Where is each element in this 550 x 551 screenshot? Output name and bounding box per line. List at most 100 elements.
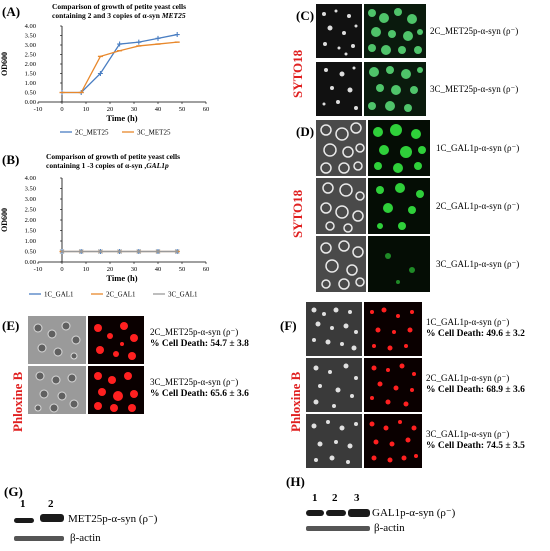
chart-a-xlabel: Time (h)	[106, 113, 137, 123]
panel-f-label: (F)	[280, 318, 297, 333]
syto18-c-row1-bw	[316, 4, 362, 58]
growth-chart-met25: 0.00 0.50 1.00 1.50 2.00 2.50 3.00 3.50 4.00 -10 0…	[0, 23, 209, 136]
panel-e-death-1: % Cell Death: 54.7 ± 3.8	[150, 339, 249, 349]
chart-a-legend-label-1: 3C_MET25	[137, 128, 171, 136]
syto18-d-row3-green	[368, 236, 430, 292]
panel-e-text-row2: 3C_MET25p-α-syn (ρ⁻) % Cell Death: 65.6 …	[150, 376, 249, 400]
chart-b-title: Comparison of growth of petite yeast cel…	[46, 152, 246, 170]
blot-h-lane-2: 2	[332, 492, 338, 504]
syto18-d-row1-bf	[316, 120, 366, 176]
chart-a-title-gene: MET25	[161, 11, 186, 20]
chart-a-ytick-label: 1.50	[25, 71, 36, 78]
phloxine-f-row3-red	[364, 414, 422, 468]
blot-h-actin-label: β-actin	[374, 522, 405, 534]
panel-e-strain-2: 3C_MET25p-α-syn (ρ⁻)	[150, 377, 239, 387]
blot-h-band-3	[348, 509, 370, 517]
panel-f-death-2: % Cell Death: 68.9 ± 3.6	[426, 385, 525, 395]
chart-a-xtick-label: 50	[179, 106, 186, 113]
chart-b-xtick-label: 40	[155, 266, 162, 273]
blot-g-band-2	[40, 514, 64, 522]
blot-h-band-2	[326, 510, 346, 516]
blot-g-actin-label: β-actin	[70, 532, 101, 544]
chart-b-ytick-label: 1.50	[25, 228, 36, 235]
panel-e-strain-1: 2C_MET25p-α-syn (ρ⁻)	[150, 327, 239, 337]
syto18-c-row1-green	[364, 4, 426, 58]
chart-a-title: Comparison of growth of petite yeast cel…	[52, 2, 252, 20]
phloxine-e-row1-red	[88, 316, 144, 364]
panel-f-strain-1: 1C_GAL1p-α-syn (ρ⁻)	[426, 317, 510, 327]
chart-b-xtick-label: -10	[34, 266, 43, 273]
panel-c-stain-label: SYTO18	[290, 49, 305, 98]
panel-c-caption-2: 3C_MET25p-α-syn (ρ⁻)	[430, 84, 519, 94]
chart-b-ytick-label: 1.00	[25, 238, 36, 245]
blot-g-target-label: MET25p-α-syn (ρ⁻)	[68, 513, 158, 525]
chart-b-ytick-label: 3.00	[25, 196, 36, 203]
chart-b-ytick-label: 4.00	[25, 175, 36, 182]
phloxine-e-row2-bf	[28, 366, 86, 414]
blot-g-band-1	[14, 518, 34, 523]
panel-b-label: (B)	[2, 152, 20, 167]
blot-g-lane-1: 1	[20, 498, 26, 510]
blot-g-lane-2: 2	[48, 498, 54, 510]
chart-a-ytick-label: 0.50	[25, 90, 36, 97]
chart-a-series-0-point	[174, 32, 180, 38]
chart-b-ytick-label: 0.50	[25, 249, 36, 256]
chart-b-series-2-point	[136, 249, 142, 254]
phloxine-f-row1-bf	[306, 302, 362, 356]
chart-a-xtick-label: -10	[34, 106, 43, 113]
panel-e-text-row1: 2C_MET25p-α-syn (ρ⁻) % Cell Death: 54.7 …	[150, 326, 249, 350]
chart-b-title-line1: Comparison of growth of petite yeast cel…	[46, 152, 181, 161]
chart-b-series-2-point	[78, 249, 84, 254]
chart-b-series-2-point	[59, 249, 65, 254]
chart-b-ytick-label: 2.00	[25, 217, 36, 224]
chart-b-series-2-point	[117, 249, 122, 254]
phloxine-f-row1-red	[364, 302, 422, 356]
panel-e-label: (E)	[2, 318, 20, 333]
chart-a-legend-label-0: 2C_MET25	[75, 128, 109, 136]
blot-g-actin-band	[14, 536, 64, 541]
chart-a-series-0-point	[97, 71, 103, 76]
panel-f-text-row2: 2C_GAL1p-α-syn (ρ⁻) % Cell Death: 68.9 ±…	[426, 372, 525, 396]
chart-a-xtick-label: 10	[83, 106, 90, 113]
chart-b-xtick-label: 60	[203, 266, 210, 273]
panel-e-death-2: % Cell Death: 65.6 ± 3.6	[150, 389, 249, 399]
syto18-c-row2-green	[364, 62, 426, 116]
panel-f-text-row1: 1C_GAL1p-α-syn (ρ⁻) % Cell Death: 49.6 ±…	[426, 316, 525, 340]
chart-a-ytick-label: 4.00	[25, 23, 36, 30]
panel-d-caption-2: 2C_GAL1p-α-syn (ρ⁻)	[436, 201, 520, 211]
panel-h-label: (H)	[286, 474, 305, 489]
chart-b-title-line2: containing 1 -3 copies of α-syn ,	[46, 161, 147, 170]
panel-f-text-row3: 3C_GAL1p-α-syn (ρ⁻) % Cell Death: 74.5 ±…	[426, 428, 525, 452]
phloxine-e-row1-bf	[28, 316, 86, 364]
panel-e-stain-label: Phloxine B	[10, 371, 25, 432]
chart-a-title-line2: containing 2 and 3 copies of α-syn	[52, 11, 162, 20]
chart-b-xtick-label: 50	[179, 266, 186, 273]
syto18-d-row1-green	[368, 120, 430, 176]
panel-f-strain-2: 2C_GAL1p-α-syn (ρ⁻)	[426, 373, 510, 383]
chart-b-series-2-point	[155, 249, 161, 254]
syto18-d-row2-bf	[316, 178, 366, 234]
blot-h-lane-3: 3	[354, 492, 360, 504]
chart-a-ytick-label: 2.50	[25, 52, 36, 59]
blot-h-lane-1: 1	[312, 492, 318, 504]
phloxine-f-row2-bf	[306, 358, 362, 412]
chart-b-title-gene: GAL1p	[146, 161, 169, 170]
chart-a-xtick-label: 40	[155, 106, 162, 113]
growth-chart-gal1: 0.00 0.50 1.00 1.50 2.00 2.50 3.00 3.50 4.00 -10 0…	[0, 175, 210, 298]
panel-d-label: (D)	[296, 124, 315, 139]
chart-a-ytick-label: 3.50	[25, 33, 36, 40]
chart-b-xtick-label: 0	[60, 266, 63, 273]
chart-a-xtick-label: 30	[131, 106, 138, 113]
panel-d-caption-1: 1C_GAL1p-α-syn (ρ⁻)	[436, 143, 520, 153]
chart-b-series-2-point	[98, 249, 103, 254]
phloxine-e-row2-red	[88, 366, 144, 414]
panel-c-label: (C)	[296, 8, 315, 23]
chart-a-ytick-label: 3.00	[25, 42, 36, 49]
chart-b-ylabel: OD600	[0, 208, 9, 232]
panel-f-strain-3: 3C_GAL1p-α-syn (ρ⁻)	[426, 429, 510, 439]
chart-a-xtick-label: 0	[60, 106, 63, 113]
chart-a-title-line1: Comparison of growth of petite yeast cel…	[52, 2, 187, 11]
chart-a-series-0-point	[155, 35, 161, 41]
chart-a-ytick-label: 0.00	[25, 99, 36, 106]
chart-b-legend-label-0: 1C_GAL1	[44, 290, 74, 298]
